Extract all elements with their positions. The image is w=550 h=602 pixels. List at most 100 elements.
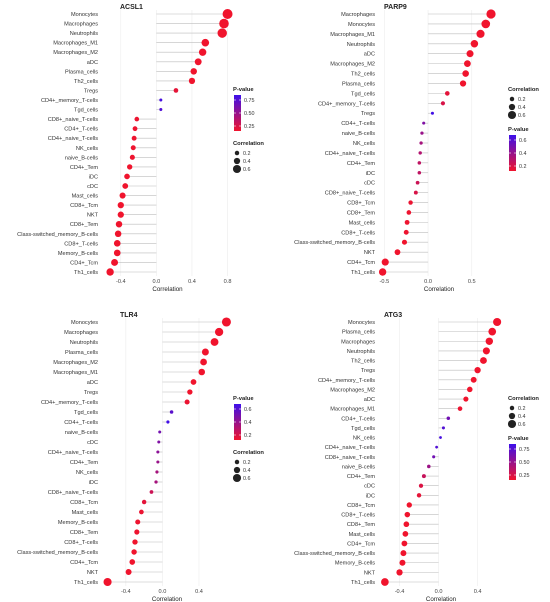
category-label: CD8+_naive_T-cells xyxy=(325,455,375,461)
lollipop-point xyxy=(408,200,413,205)
category-label: CD8+_Tem xyxy=(70,222,98,228)
lollipop-point xyxy=(117,201,124,209)
pvalue-legend-label: 0.50 xyxy=(519,460,530,466)
category-label: Neutrophils xyxy=(70,31,98,37)
category-label: Memory_B-cells xyxy=(335,561,375,567)
correlation-legend-dot xyxy=(234,459,240,465)
lollipop-point xyxy=(399,559,406,566)
category-label: Class-switched_memory_B-cells xyxy=(17,232,98,238)
category-label: NKT xyxy=(364,250,376,256)
category-label: CD8+_Tcm xyxy=(347,201,375,207)
lollipop-point xyxy=(198,368,206,376)
lollipop-point xyxy=(464,60,471,67)
lollipop-point xyxy=(127,164,133,170)
category-label: Monocytes xyxy=(71,320,98,326)
category-label: CD4+_T-cells xyxy=(64,127,98,133)
lollipop-point xyxy=(459,80,467,87)
category-label: CD4+_T-cells xyxy=(341,416,375,422)
lollipop-point xyxy=(187,389,193,395)
correlation-legend-label: 0.6 xyxy=(243,476,251,482)
category-label: Macrophages_M2 xyxy=(53,360,98,366)
category-label: naive_B-cells xyxy=(342,131,375,137)
pvalue-legend: P-value 0.6 0.4 0.2 xyxy=(233,396,254,440)
category-label: NK_cells xyxy=(353,436,375,442)
lollipop-point xyxy=(194,58,202,66)
chart-panel-atg3: ATG3 Monocytes Plasma_cells Macrophages Neut… xyxy=(294,312,539,602)
correlation-legend-dot xyxy=(509,96,515,102)
lollipop-point xyxy=(474,367,481,374)
chart-panel-parp9: PARP9 Macrophages Monocytes Macrophages_M1 N… xyxy=(294,4,539,293)
category-label: iDC xyxy=(366,493,375,499)
lollipop-point xyxy=(394,249,401,256)
category-label: NK_cells xyxy=(76,146,98,152)
lollipop-point xyxy=(149,490,154,494)
category-label: aDC xyxy=(87,380,98,386)
correlation-legend-label: 0.6 xyxy=(518,113,526,119)
category-label: Macrophages_M1 xyxy=(53,370,98,376)
category-label: Macrophages xyxy=(64,22,98,28)
lollipop-point xyxy=(406,210,412,215)
category-label: Plasma_cells xyxy=(65,69,98,75)
lollipop-point xyxy=(401,540,408,547)
category-label: CD8+_Tem xyxy=(347,522,375,528)
category-label: CD8+_T-cells xyxy=(64,540,98,546)
lollipop-point xyxy=(117,211,124,218)
x-tick-label: 0.4 xyxy=(474,589,482,595)
lollipop-point xyxy=(129,154,135,160)
category-label: aDC xyxy=(364,52,375,58)
category-label: naive_B-cells xyxy=(342,464,375,470)
category-label: Th1_cells xyxy=(351,580,375,586)
lollipop-point xyxy=(134,116,140,122)
category-label: CD4+_Tem xyxy=(70,165,98,171)
lollipop-point xyxy=(201,38,210,47)
lollipop-point xyxy=(166,420,170,424)
lollipop-point xyxy=(480,357,487,364)
lollipop-point xyxy=(190,379,197,385)
category-label: CD8+_naive_T-cells xyxy=(325,191,375,197)
category-label: CD4+_Tcm xyxy=(347,541,375,547)
x-tick-label: 0.0 xyxy=(435,589,443,595)
x-tick-label: -0.4 xyxy=(116,279,126,285)
category-label: aDC xyxy=(87,60,98,66)
lollipop-point xyxy=(173,88,179,93)
lollipop-point xyxy=(131,549,137,555)
lollipop-point xyxy=(169,410,174,414)
lollipop-point xyxy=(463,396,469,402)
correlation-legend-title: Correlation xyxy=(233,450,264,456)
category-label: CD8+_T-cells xyxy=(341,230,375,236)
correlation-legend-dot xyxy=(232,164,242,174)
lollipop-point xyxy=(417,161,422,165)
category-label: CD8+_naive_T-cells xyxy=(48,117,98,123)
panel-title: PARP9 xyxy=(384,4,407,11)
lollipop-point xyxy=(493,317,502,327)
category-label: Mast_cells xyxy=(72,194,99,200)
pvalue-legend-label: 0.6 xyxy=(244,407,252,413)
category-label: CD8+_Tem xyxy=(70,530,98,536)
category-label: CD4+_naive_T-cells xyxy=(48,450,98,456)
pvalue-legend-label: 0.4 xyxy=(519,151,527,157)
pvalue-legend-label: 0.50 xyxy=(244,111,255,117)
pvalue-legend-label: 0.2 xyxy=(244,433,252,439)
category-label: Plasma_cells xyxy=(65,350,98,356)
lollipop-point xyxy=(396,569,403,576)
lollipop-point xyxy=(466,50,474,58)
lollipop-point xyxy=(124,173,130,180)
lollipop-point xyxy=(404,219,410,225)
category-label: Plasma_cells xyxy=(342,330,375,336)
lollipop-point xyxy=(485,337,494,345)
lollipop-point xyxy=(129,559,136,565)
category-label: Memory_B-cells xyxy=(58,520,98,526)
pvalue-colorbar xyxy=(509,444,516,480)
category-label: NKT xyxy=(364,570,376,576)
category-label: cDC xyxy=(364,181,375,187)
category-label: CD8+_Tem xyxy=(347,210,375,216)
x-tick-label: 0.4 xyxy=(188,279,196,285)
pvalue-legend-label: 0.6 xyxy=(519,138,527,144)
lollipop-point xyxy=(432,455,436,459)
lollipop-point xyxy=(486,9,496,19)
lollipop-point xyxy=(125,568,132,576)
lollipop-point xyxy=(113,240,121,247)
lollipop-point xyxy=(106,268,114,276)
category-label: Neutrophils xyxy=(70,340,98,346)
